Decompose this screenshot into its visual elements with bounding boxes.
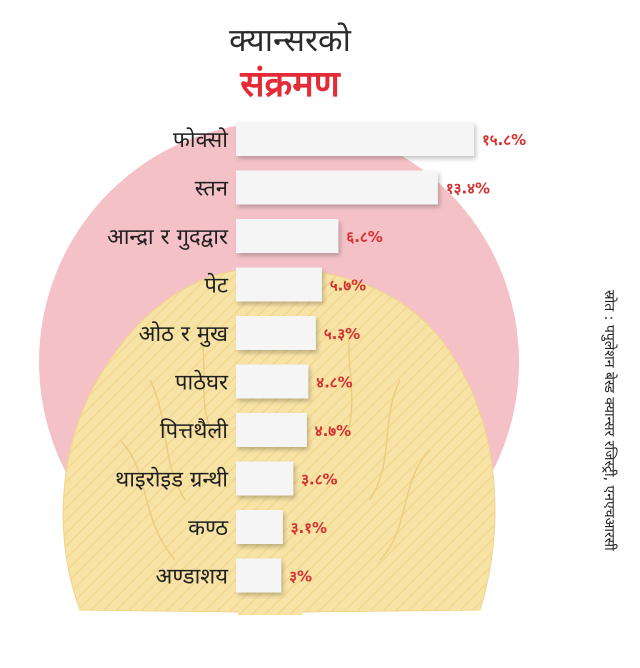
bar [236,364,309,399]
value-label: ३% [289,568,312,586]
category-label: पाठेघर [175,370,229,396]
title-line-1: क्यान्सरको [229,21,351,59]
category-label: कण्ठ [188,516,229,541]
value-label: ६.८% [346,228,382,246]
title-line-2: संक्रमण [240,64,340,105]
category-label: ओठ र मुख [139,321,229,347]
category-label: पेट [204,273,228,299]
lungs-illustration [62,269,496,615]
category-label: थाइरोइड ग्रन्थी [115,467,228,493]
bar [236,219,339,253]
bar [236,510,283,544]
bar [236,558,282,593]
value-label: १५.८% [482,131,526,149]
bar [236,122,474,156]
bars-layer: फोक्सो १५.८% स्तन १३.४% आन्द्रा र गुदद्वार ६.… [107,122,526,593]
bar [236,267,322,302]
category-label: फोक्सो [173,127,228,153]
source-note: स्रोत : पपुलेशन बेस्ड क्यान्सर रजिस्ट्री… [601,290,617,551]
category-label: पित्तथैली [160,418,228,444]
bar [236,316,316,350]
bar [236,170,438,205]
category-label: आन्द्रा र गुदद्वार [107,225,229,250]
value-label: ५.३% [324,325,360,343]
bar [236,413,307,447]
value-label: ३.१% [291,519,327,537]
value-label: ४.७% [315,422,351,440]
value-label: १३.४% [446,180,490,198]
category-label: स्तन [195,177,229,202]
value-label: ३.८% [301,471,337,489]
category-label: अण्डाशय [156,565,230,590]
bar [236,461,294,496]
value-label: ४.८% [316,374,352,392]
value-label: ५.७% [330,277,366,295]
